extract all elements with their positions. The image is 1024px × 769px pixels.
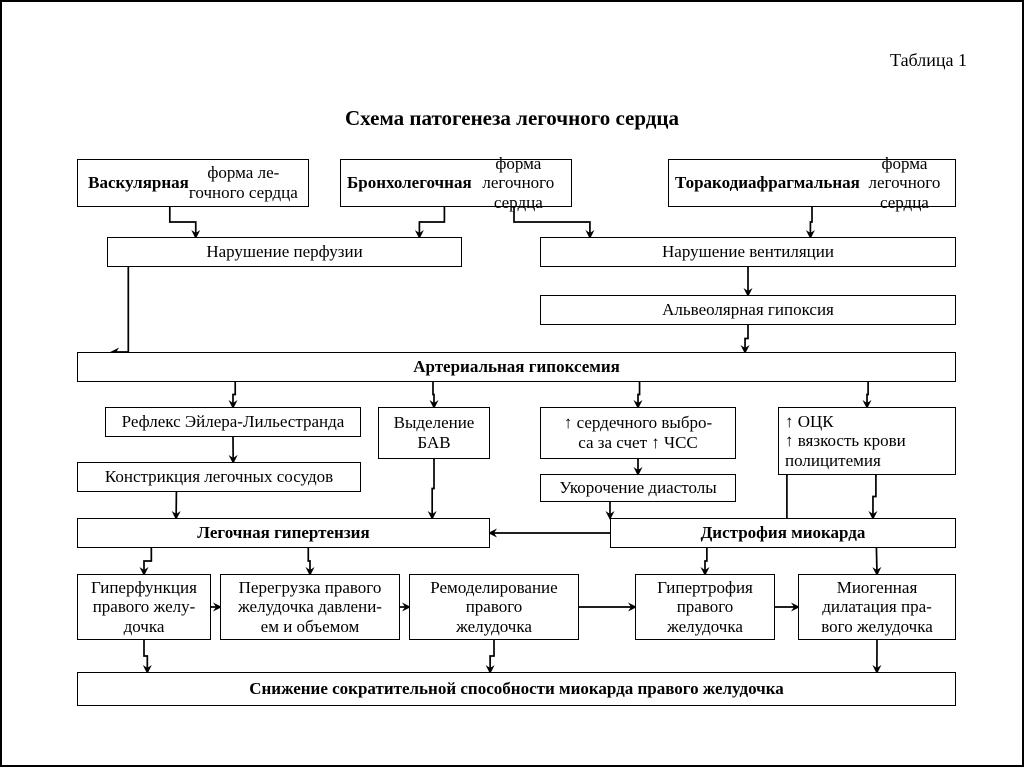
node-n8: Рефлекс Эйлера-Лильестранда xyxy=(105,407,361,437)
node-n20: Миогеннаядилатация пра-вого желудочка xyxy=(798,574,956,640)
node-n3: Торакодиафрагмальная формалегочного серд… xyxy=(668,159,956,207)
node-n7: Артериальная гипоксемия xyxy=(77,352,956,382)
node-n9: ВыделениеБАВ xyxy=(378,407,490,459)
node-n18: Ремоделированиеправогожелудочка xyxy=(409,574,579,640)
node-n1: Васкулярная форма ле-гочного сердца xyxy=(77,159,309,207)
node-n2: Бронхолегочная формалегочного сердца xyxy=(340,159,572,207)
node-n10: ↑ сердечного выбро-са за счет ↑ ЧСС xyxy=(540,407,736,459)
node-n17: Перегрузка правогожелудочка давлени-ем и… xyxy=(220,574,400,640)
node-n5: Нарушение вентиляции xyxy=(540,237,956,267)
diagram-page: Таблица 1 Схема патогенеза легочного сер… xyxy=(0,0,1024,767)
node-n4: Нарушение перфузии xyxy=(107,237,462,267)
node-n14: Легочная гипертензия xyxy=(77,518,490,548)
node-n6: Альвеолярная гипоксия xyxy=(540,295,956,325)
node-n21: Снижение сократительной способности миок… xyxy=(77,672,956,706)
node-n13: Укорочение диастолы xyxy=(540,474,736,502)
node-n11: ↑ ОЦК↑ вязкость кровиполицитемия xyxy=(778,407,956,475)
node-n19: Гипертрофияправогожелудочка xyxy=(635,574,775,640)
node-n16: Гиперфункцияправого желу-дочка xyxy=(77,574,211,640)
node-n15: Дистрофия миокарда xyxy=(610,518,956,548)
table-caption: Таблица 1 xyxy=(890,50,967,71)
diagram-title: Схема патогенеза легочного сердца xyxy=(2,106,1022,131)
node-n12: Констрикция легочных сосудов xyxy=(77,462,361,492)
